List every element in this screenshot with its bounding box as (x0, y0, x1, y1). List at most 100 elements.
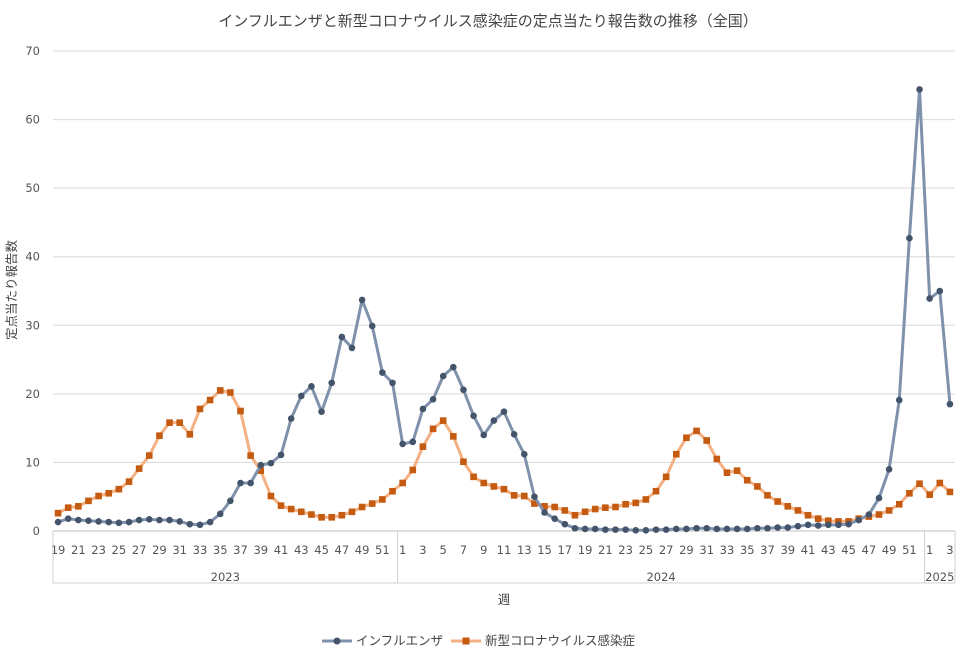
covid-point[interactable] (774, 498, 781, 505)
influenza-point[interactable] (237, 479, 244, 487)
covid-point[interactable] (581, 508, 589, 516)
influenza-point[interactable] (368, 322, 376, 330)
covid-point[interactable] (247, 452, 254, 459)
influenza-point[interactable] (662, 526, 670, 533)
influenza-point[interactable] (145, 516, 153, 523)
covid-point[interactable] (652, 487, 660, 495)
covid-point[interactable] (713, 455, 721, 463)
covid-point[interactable] (105, 489, 113, 497)
covid-point[interactable] (510, 492, 518, 499)
influenza-point[interactable] (814, 522, 822, 529)
covid-point[interactable] (450, 433, 457, 440)
covid-point[interactable] (936, 479, 944, 487)
influenza-point[interactable] (936, 287, 944, 295)
covid-point[interactable] (54, 509, 62, 517)
covid-point[interactable] (693, 427, 700, 435)
influenza-point[interactable] (318, 408, 325, 415)
influenza-point[interactable] (348, 344, 356, 352)
influenza-point[interactable] (389, 379, 396, 387)
covid-point[interactable] (602, 504, 609, 511)
covid-point[interactable] (825, 517, 832, 525)
legend-item-influenza[interactable]: インフルエンザ (322, 633, 443, 648)
influenza-point[interactable] (95, 518, 102, 525)
covid-point[interactable] (520, 492, 528, 500)
covid-point[interactable] (115, 485, 123, 493)
covid-point[interactable] (439, 417, 447, 424)
covid-point[interactable] (429, 425, 437, 433)
influenza-point[interactable] (571, 524, 579, 532)
covid-point[interactable] (875, 511, 883, 518)
covid-point[interactable] (642, 496, 650, 503)
influenza-point[interactable] (166, 516, 173, 524)
covid-point[interactable] (480, 479, 488, 487)
covid-point[interactable] (571, 511, 579, 519)
covid-point[interactable] (75, 503, 82, 510)
covid-point[interactable] (946, 488, 954, 496)
influenza-point[interactable] (156, 516, 163, 524)
influenza-point[interactable] (520, 450, 528, 458)
influenza-point[interactable] (825, 521, 832, 529)
covid-point[interactable] (85, 497, 92, 505)
covid-point[interactable] (125, 478, 133, 485)
influenza-point[interactable] (277, 451, 285, 459)
influenza-point[interactable] (784, 524, 792, 531)
influenza-point[interactable] (895, 396, 903, 404)
covid-point[interactable] (156, 432, 163, 439)
covid-point[interactable] (145, 452, 153, 459)
influenza-point[interactable] (551, 515, 558, 522)
influenza-point[interactable] (500, 408, 508, 415)
covid-point[interactable] (470, 473, 477, 481)
influenza-point[interactable] (267, 459, 275, 467)
covid-point[interactable] (277, 502, 285, 509)
covid-point[interactable] (348, 508, 356, 516)
influenza-point[interactable] (875, 494, 883, 502)
influenza-point[interactable] (642, 527, 650, 534)
influenza-point[interactable] (460, 386, 467, 394)
influenza-point[interactable] (865, 511, 873, 518)
legend-item-covid[interactable]: 新型コロナウイルス感染症 (451, 633, 635, 648)
influenza-point[interactable] (257, 461, 265, 469)
influenza-point[interactable] (764, 524, 771, 532)
covid-point[interactable] (591, 505, 599, 513)
covid-point[interactable] (419, 443, 427, 450)
covid-point[interactable] (541, 503, 548, 510)
covid-point[interactable] (338, 511, 346, 519)
influenza-point[interactable] (115, 519, 123, 527)
covid-point[interactable] (227, 389, 234, 396)
influenza-point[interactable] (683, 525, 690, 533)
covid-point[interactable] (814, 515, 822, 522)
influenza-point[interactable] (754, 524, 761, 532)
influenza-point[interactable] (672, 525, 680, 533)
influenza-point[interactable] (419, 405, 427, 413)
influenza-point[interactable] (196, 521, 204, 529)
influenza-point[interactable] (885, 465, 893, 473)
covid-point[interactable] (389, 487, 396, 495)
covid-point[interactable] (368, 500, 376, 507)
covid-point[interactable] (318, 513, 325, 521)
covid-point[interactable] (551, 503, 558, 511)
influenza-point[interactable] (338, 333, 346, 341)
influenza-point[interactable] (703, 524, 710, 532)
influenza-point[interactable] (308, 383, 315, 390)
influenza-point[interactable] (429, 396, 437, 403)
covid-point[interactable] (490, 483, 498, 490)
covid-point[interactable] (906, 489, 913, 497)
influenza-point[interactable] (794, 522, 802, 530)
covid-point[interactable] (683, 434, 690, 442)
influenza-point[interactable] (287, 415, 295, 422)
covid-point[interactable] (632, 499, 640, 507)
covid-point[interactable] (926, 491, 933, 498)
influenza-point[interactable] (723, 525, 731, 533)
influenza-point[interactable] (439, 372, 447, 380)
influenza-point[interactable] (804, 521, 812, 529)
influenza-point[interactable] (399, 440, 406, 448)
covid-point[interactable] (500, 485, 508, 493)
covid-point[interactable] (166, 419, 173, 426)
covid-point[interactable] (804, 511, 812, 519)
influenza-point[interactable] (328, 379, 336, 387)
covid-point[interactable] (794, 507, 802, 514)
influenza-point[interactable] (470, 412, 477, 420)
covid-point[interactable] (308, 511, 315, 518)
covid-point[interactable] (95, 492, 102, 500)
influenza-point[interactable] (216, 510, 224, 518)
